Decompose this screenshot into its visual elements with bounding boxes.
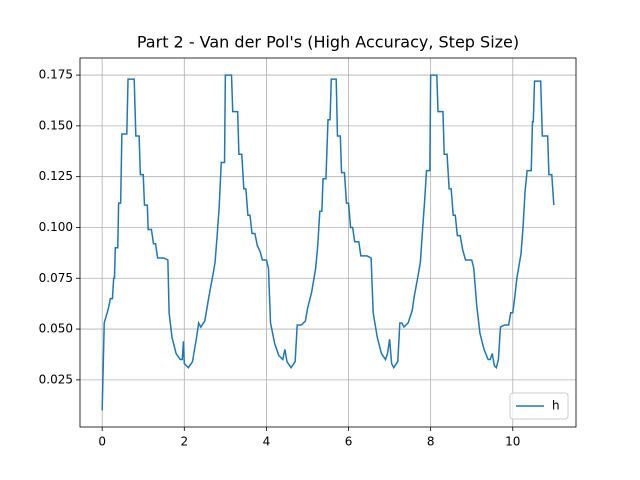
axes-frame xyxy=(79,57,577,428)
x-tick-label: 4 xyxy=(263,435,271,449)
x-tick-label: 0 xyxy=(98,435,106,449)
y-tick-label: 0.175 xyxy=(39,68,73,82)
x-tick-label: 6 xyxy=(345,435,353,449)
y-tick-label: 0.075 xyxy=(39,271,73,285)
y-tick-label: 0.025 xyxy=(39,372,73,386)
y-tick-label: 0.100 xyxy=(39,220,73,234)
legend-label: h xyxy=(552,399,560,413)
x-tick-label: 10 xyxy=(505,435,520,449)
x-tick-label: 2 xyxy=(180,435,188,449)
data-line xyxy=(101,74,555,411)
x-tick-label: 8 xyxy=(427,435,435,449)
y-tick-label: 0.150 xyxy=(39,118,73,132)
y-tick-label: 0.125 xyxy=(39,169,73,183)
chart-title: Part 2 - Van der Pol's (High Accuracy, S… xyxy=(137,33,519,52)
y-tick-label: 0.050 xyxy=(39,322,73,336)
